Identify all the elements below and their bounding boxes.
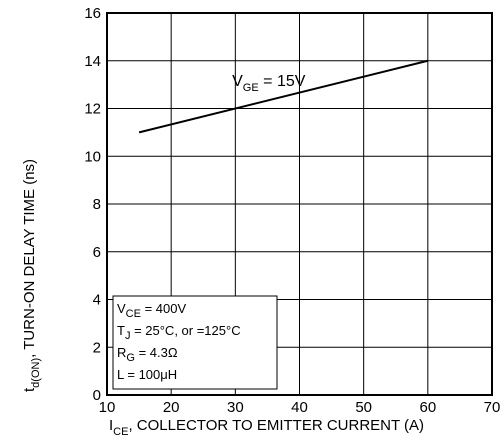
tick-labels: 10 20 30 40 50 60 70 0 2 4 6 8 10 12 14 16 <box>84 5 500 416</box>
y-tick-label: 12 <box>84 101 101 118</box>
series-line <box>138 59 429 134</box>
series-layer: VGE = 15V <box>138 59 429 134</box>
x-tick-label: 10 <box>99 399 116 416</box>
condition-line: TJ = 25°C, or =125°C <box>117 323 241 342</box>
condition-line: RG = 4.3Ω <box>117 345 178 364</box>
series-annotation: VGE = 15V <box>232 73 306 94</box>
x-tick-label: 30 <box>227 399 244 416</box>
y-tick-label: 4 <box>93 292 101 309</box>
x-tick-label: 60 <box>419 399 436 416</box>
plot-frame <box>106 12 493 396</box>
x-tick-label: 50 <box>355 399 372 416</box>
y-tick-label: 0 <box>93 387 101 404</box>
y-tick-label: 8 <box>93 196 101 213</box>
y-tick-label: 16 <box>84 5 101 22</box>
y-tick-label: 2 <box>93 339 101 356</box>
conditions-frame <box>112 295 278 390</box>
y-tick-label: 10 <box>84 148 101 165</box>
x-axis-title: ICE, COLLECTOR TO EMITTER CURRENT (A) <box>109 417 424 438</box>
x-tick-label: 40 <box>291 399 308 416</box>
y-tick-label: 6 <box>93 244 101 261</box>
x-tick-label: 20 <box>163 399 180 416</box>
condition-line: VCE = 400V <box>117 301 186 320</box>
y-axis-title: td(ON), TURN-ON DELAY TIME (ns) <box>21 159 42 392</box>
condition-line: L = 100μH <box>117 367 177 382</box>
x-tick-label: 70 <box>484 399 501 416</box>
y-tick-label: 14 <box>84 53 101 70</box>
conditions-box: VCE = 400V TJ = 25°C, or =125°C RG = 4.3Ω L… <box>112 295 278 390</box>
